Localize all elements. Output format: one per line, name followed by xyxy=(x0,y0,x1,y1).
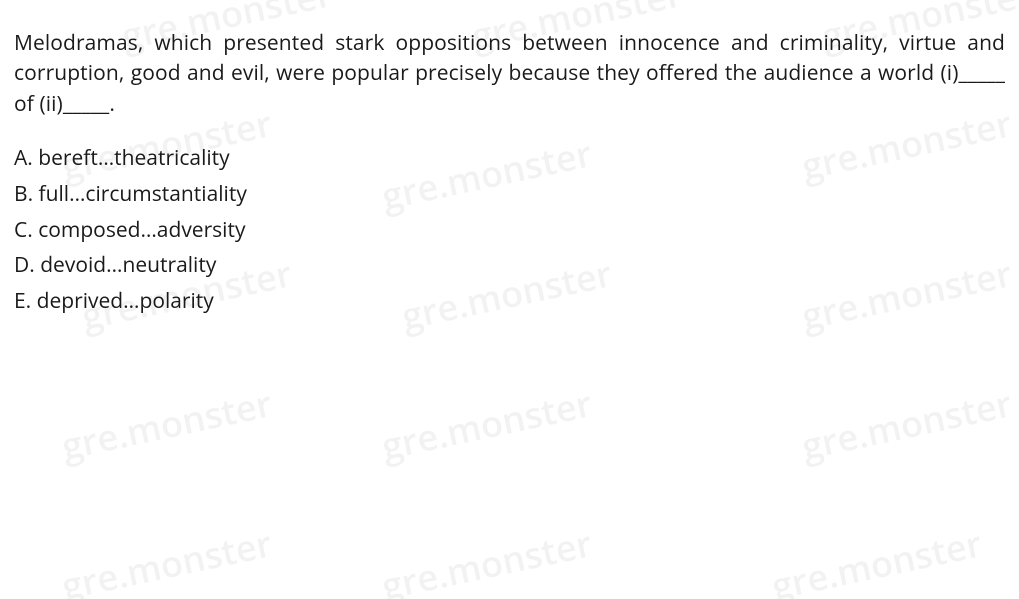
content-area: Melodramas, which presented stark opposi… xyxy=(0,0,1019,320)
watermark-text: gre.monster xyxy=(767,518,986,599)
option-d[interactable]: D. devoid…neutrality xyxy=(14,248,1005,284)
watermark-text: gre.monster xyxy=(377,518,596,599)
question-text: Melodramas, which presented stark opposi… xyxy=(14,28,1005,119)
option-c[interactable]: C. composed…adversity xyxy=(14,213,1005,249)
option-b[interactable]: B. full…circumstantiality xyxy=(14,177,1005,213)
watermark-text: gre.monster xyxy=(57,518,276,599)
watermark-text: gre.monster xyxy=(797,378,1016,470)
option-a[interactable]: A. bereft…theatricality xyxy=(14,141,1005,177)
option-e[interactable]: E. deprived…polarity xyxy=(14,284,1005,320)
watermark-text: gre.monster xyxy=(57,378,276,470)
options-list: A. bereft…theatricalityB. full…circumsta… xyxy=(14,141,1005,319)
watermark-text: gre.monster xyxy=(377,378,596,470)
